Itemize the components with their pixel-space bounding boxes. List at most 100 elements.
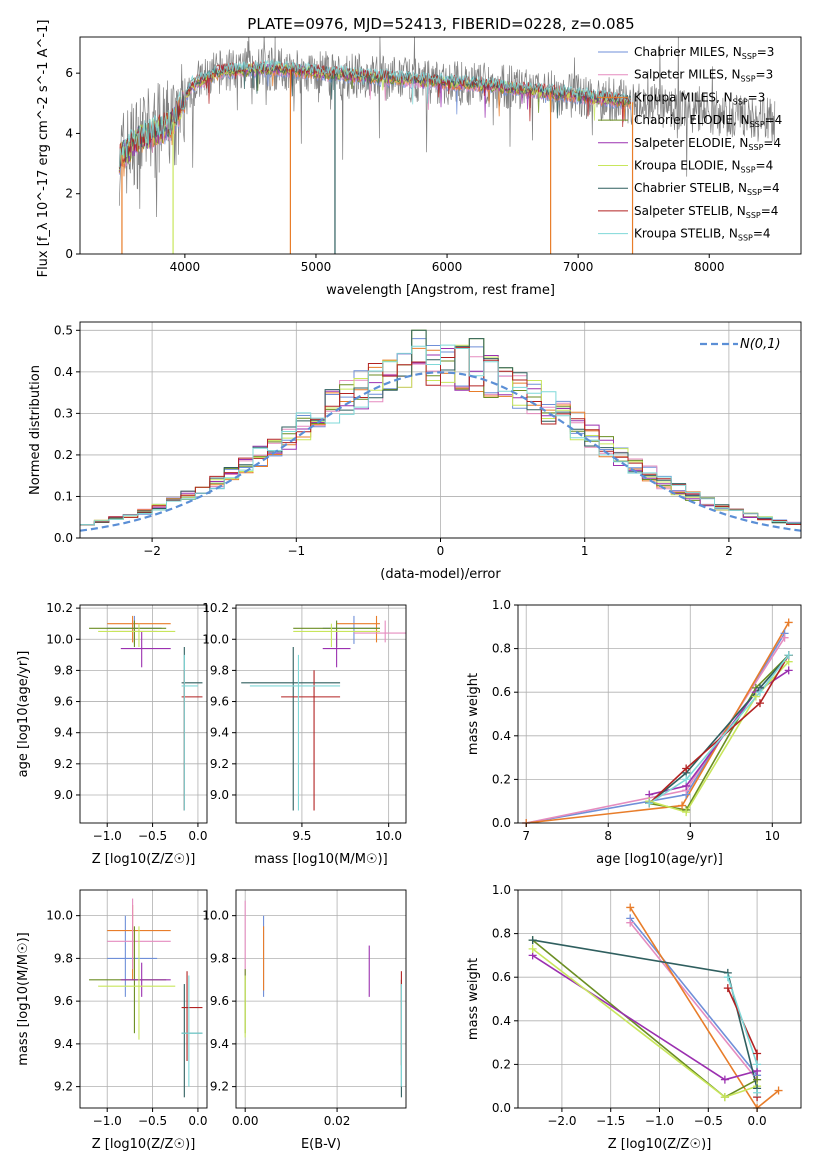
residual-panel: −2 −1 0 1 2 0.0 0.1 0.2 0.3 0.4 0.5 (data-model)/er… [28, 321, 802, 582]
mass-vs-Z-panel: −1.0 −0.5 0.0 9.2 9.4 9.6 9.8 10.0 Z [log10(Z/Z☉… [16, 889, 207, 1152]
y-tick-label: 0.4 [54, 365, 73, 379]
x-tick-label: −1 [287, 544, 305, 558]
legend-label: Chabrier MILES, NSSP=3 [634, 45, 774, 61]
y-tick-label: 0.0 [492, 816, 511, 830]
x-axis-label: mass [log10(M/M☉)] [254, 852, 387, 867]
y-tick-label: 9.6 [210, 994, 229, 1008]
x-tick-label: 0.0 [188, 1114, 207, 1128]
legend-label: Kroupa STELIB, NSSP=4 [634, 227, 771, 243]
series-marker [753, 1088, 762, 1097]
series-line [629, 906, 780, 1108]
y-tick-label: 0.3 [54, 406, 73, 420]
y-tick-label: 9.2 [54, 1080, 73, 1094]
legend-label-tail: =4 [763, 136, 781, 150]
legend-label: Salpeter STELIB, NSSP=4 [634, 204, 778, 220]
legend-label-tail: =4 [761, 204, 779, 218]
y-tick-label: 0.4 [492, 1014, 511, 1028]
y-tick-label: 9.0 [210, 788, 229, 802]
series-marker [626, 918, 635, 927]
y-tick-label: 0.2 [54, 448, 73, 462]
series-line [526, 632, 786, 823]
y-tick-label: 0 [65, 247, 73, 261]
x-tick-label: −1.0 [93, 1114, 122, 1128]
series-marker [626, 903, 635, 912]
x-tick-label: 8 [604, 829, 612, 843]
age-vs-Z-panel: −1.0 −0.5 0.0 9.0 9.2 9.4 9.6 9.8 10.0 10.2 Z [log… [16, 601, 207, 867]
histogram-step-line [80, 344, 801, 526]
x-tick-label: 5000 [301, 260, 332, 274]
series-marker [755, 699, 764, 708]
y-tick-label: 10.0 [202, 632, 229, 646]
y-axis-label: age [log10(age/yr)] [16, 651, 31, 778]
y-tick-label: 0.1 [54, 489, 73, 503]
axes-frame [517, 604, 802, 824]
y-tick-label: 0.5 [54, 323, 73, 337]
y-tick-label: 4 [65, 126, 73, 140]
y-tick-label: 1.0 [492, 598, 511, 612]
mass-weight-vs-Z-panel: −2.0 −1.5 −1.0 −0.5 0.0 0.0 0.2 0.4 0.6 0.8 1.0 Z [… [466, 883, 802, 1152]
y-axis-label: mass weight [466, 958, 481, 1040]
x-tick-label: 1 [581, 544, 589, 558]
series-marker [780, 633, 789, 642]
y-tick-label: 9.0 [54, 788, 73, 802]
legend-label-tail: =4 [753, 227, 771, 241]
y-tick-label: 10.0 [46, 909, 73, 923]
x-tick-label: 7000 [563, 260, 594, 274]
y-tick-label: 9.8 [54, 663, 73, 677]
age-vs-mass-panel: 9.5 10.0 9.0 9.2 9.4 9.6 9.8 10.0 10.2 mass [log1… [202, 601, 407, 867]
y-axis-label: mass weight [466, 673, 481, 755]
y-tick-label: 9.8 [54, 951, 73, 965]
y-tick-label: 0.2 [492, 772, 511, 786]
series-marker [682, 808, 691, 817]
legend-label: Chabrier ELODIE, NSSP=4 [634, 113, 782, 129]
age-vs-Z-plot-area [89, 615, 203, 811]
x-axis-label: age [log10(age/yr)] [596, 852, 723, 867]
series-marker [720, 1093, 729, 1102]
x-tick-label: 10.0 [375, 829, 402, 843]
x-axis-label: Z [log10(Z/Z☉)] [92, 852, 196, 867]
mass-weight-vs-age-panel: 7 8 9 10 0.0 0.2 0.4 0.6 0.8 1.0 age [log10(age/yr… [466, 598, 802, 867]
x-tick-label: −0.5 [138, 829, 167, 843]
series-marker [723, 984, 732, 993]
x-tick-label: 7 [522, 829, 530, 843]
axes-frame [79, 36, 802, 255]
y-tick-label: 9.4 [210, 726, 229, 740]
y-tick-label: 0.0 [492, 1101, 511, 1115]
y-axis-label: mass [log10(M/M☉)] [16, 932, 31, 1065]
series-line [648, 654, 790, 804]
y-axis-label: Flux [f_λ 10^-17 erg cm^-2 s^-1 A^-1] [36, 20, 51, 278]
legend-label-subscript: SSP [741, 166, 756, 175]
y-tick-label: 9.4 [54, 726, 73, 740]
x-axis-label: Z [log10(Z/Z☉)] [92, 1137, 196, 1152]
series-marker [720, 1075, 729, 1084]
series-marker [682, 764, 691, 773]
legend: Chabrier MILES, NSSP=3 Salpeter MILES, NS… [598, 45, 782, 243]
y-tick-label: 9.6 [54, 994, 73, 1008]
y-tick-label: 6 [65, 66, 73, 80]
legend-label-tail: =3 [748, 90, 766, 104]
series-line [629, 917, 758, 1076]
series-line [532, 948, 758, 1098]
y-tick-label: 9.4 [210, 1037, 229, 1051]
y-tick-label: 0.8 [492, 927, 511, 941]
legend-label-subscript: SSP [741, 75, 756, 84]
y-axis-label: Normed distribution [28, 365, 43, 495]
legend-label-subscript: SSP [733, 97, 748, 106]
series-line [532, 939, 758, 1099]
x-tick-label: −1.5 [596, 1114, 625, 1128]
series-marker [753, 1049, 762, 1058]
x-tick-label: 8000 [694, 260, 725, 274]
y-tick-label: 9.2 [210, 1080, 229, 1094]
legend-label: Salpeter ELODIE, NSSP=4 [634, 136, 781, 152]
series-line [629, 922, 758, 1081]
y-tick-label: 9.8 [210, 663, 229, 677]
legend-label: Kroupa MILES, NSSP=3 [634, 90, 765, 106]
normal-reference-curve [80, 371, 801, 532]
legend-label: Kroupa ELODIE, NSSP=4 [634, 159, 773, 175]
legend-label-subscript: SSP [738, 234, 753, 243]
y-tick-label: 0.4 [492, 729, 511, 743]
mass-vs-EBV-panel: 0.00 0.02 9.2 9.4 9.6 9.8 10.0 E(B-V) [202, 889, 407, 1152]
x-tick-label: 9.5 [292, 829, 311, 843]
y-tick-label: 9.2 [210, 757, 229, 771]
